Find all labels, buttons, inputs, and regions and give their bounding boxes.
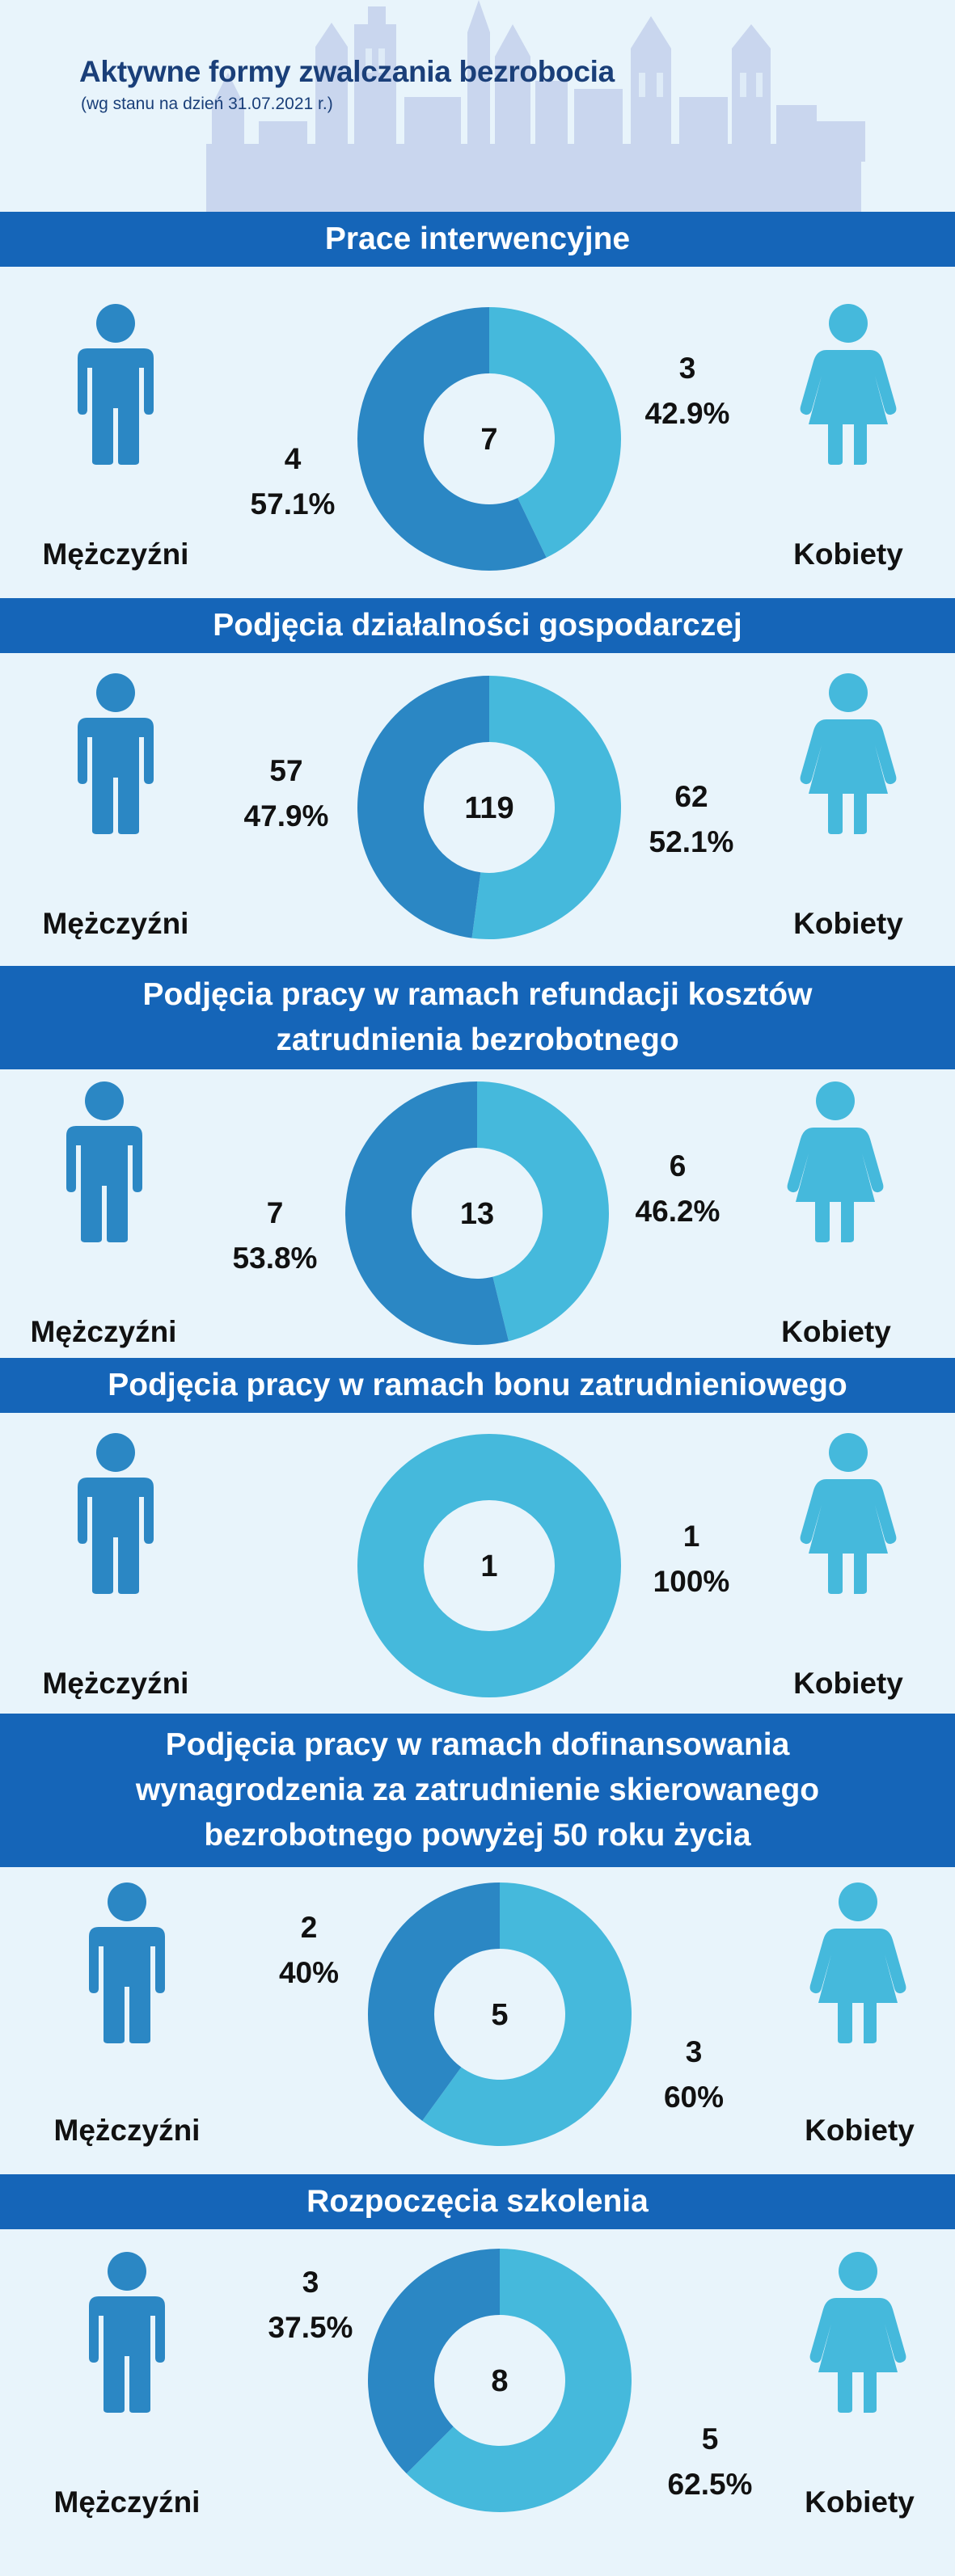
men-percent: 57.1% <box>250 487 336 521</box>
men-label: Mężczyźni <box>53 2114 201 2147</box>
women-percent: 62.5% <box>667 2468 753 2501</box>
woman-icon <box>800 673 897 834</box>
men-slice <box>368 1882 500 2121</box>
section-banner: Podjęcia pracy w ramach refundacji koszt… <box>0 966 955 1069</box>
women-percent: 100% <box>653 1565 730 1598</box>
total-label: 7 <box>480 423 497 457</box>
woman-icon <box>809 2252 906 2413</box>
men-count: 3 <box>302 2266 319 2299</box>
women-count: 5 <box>701 2422 719 2456</box>
section-banner: Podjęcia pracy w ramach dofinansowania w… <box>0 1714 955 1867</box>
section-title: Rozpoczęcia szkolenia <box>306 2184 649 2219</box>
man-icon <box>78 304 154 465</box>
section-title: Podjęcia pracy w ramach refundacji koszt… <box>142 977 813 1057</box>
total-label: 13 <box>460 1197 494 1231</box>
donut-chart: 13 <box>344 1081 609 1345</box>
women-label: Kobiety <box>793 1667 903 1700</box>
woman-icon <box>787 1081 884 1242</box>
total-label: 5 <box>491 1998 508 2032</box>
man-icon <box>89 1882 165 2043</box>
women-percent: 42.9% <box>644 397 730 430</box>
donut-chart: 1 <box>357 1434 621 1697</box>
men-label: Mężczyźni <box>42 538 189 571</box>
women-label: Kobiety <box>805 2114 915 2147</box>
men-count: 7 <box>266 1196 284 1229</box>
men-label: Mężczyźni <box>53 2485 201 2519</box>
women-count: 1 <box>682 1520 700 1553</box>
men-percent: 53.8% <box>232 1242 318 1275</box>
women-slice <box>422 1882 632 2146</box>
section-title: Podjęcia działalności gospodarczej <box>213 608 742 643</box>
men-value: 57 47.9% <box>244 748 329 839</box>
men-value: 4 57.1% <box>251 436 336 527</box>
donut-chart: 119 <box>357 676 622 939</box>
men-slice <box>368 2249 500 2474</box>
man-icon <box>78 1433 154 1594</box>
page-subtitle: (wg stanu na dzień 31.07.2021 r.) <box>81 95 333 113</box>
total-label: 1 <box>480 1549 497 1583</box>
total-label: 8 <box>491 2364 508 2398</box>
donut-chart: 5 <box>368 1882 632 2146</box>
women-slice <box>357 1434 621 1697</box>
women-percent: 46.2% <box>635 1195 720 1228</box>
section-banner: Podjęcia pracy w ramach bonu zatrudnieni… <box>0 1358 955 1413</box>
women-count: 62 <box>674 780 708 813</box>
men-count: 2 <box>300 1911 318 1944</box>
women-slice <box>406 2249 632 2512</box>
women-label: Kobiety <box>781 1315 891 1348</box>
men-label: Mężczyźni <box>42 907 189 940</box>
women-percent: 60% <box>663 2081 725 2114</box>
women-value: 3 60% <box>664 2030 724 2120</box>
women-label: Kobiety <box>805 2485 915 2519</box>
women-count: 6 <box>669 1149 687 1183</box>
men-count: 57 <box>269 754 303 787</box>
woman-icon <box>800 1433 897 1594</box>
women-count: 3 <box>685 2035 703 2068</box>
woman-icon <box>809 1882 906 2043</box>
donut-chart: 8 <box>368 2249 632 2512</box>
man-icon <box>89 2252 165 2413</box>
section-title: Podjęcia pracy w ramach dofinansowania w… <box>135 1727 820 1853</box>
women-slice <box>471 676 622 939</box>
page-title: Aktywne formy zwalczania bezrobocia <box>79 55 615 88</box>
man-icon <box>66 1081 142 1242</box>
men-value: 3 37.5% <box>268 2260 353 2350</box>
women-slice <box>477 1081 609 1342</box>
men-value: 2 40% <box>279 1905 339 1996</box>
man-icon <box>78 673 154 834</box>
header: Aktywne formy zwalczania bezrobocia (wg … <box>0 0 955 212</box>
women-value: 3 42.9% <box>645 346 730 436</box>
men-value: 7 53.8% <box>233 1191 318 1281</box>
women-value: 1 100% <box>653 1514 730 1604</box>
donut-chart: 7 <box>357 307 621 571</box>
men-percent: 47.9% <box>243 799 329 833</box>
men-label: Mężczyźni <box>42 1667 189 1700</box>
women-count: 3 <box>678 352 696 385</box>
women-label: Kobiety <box>793 538 903 571</box>
men-percent: 40% <box>278 1956 340 1989</box>
women-value: 6 46.2% <box>636 1144 720 1234</box>
women-value: 5 62.5% <box>668 2417 753 2507</box>
women-percent: 52.1% <box>649 825 734 858</box>
men-count: 4 <box>284 442 302 475</box>
section-title: Podjęcia pracy w ramach bonu zatrudnieni… <box>108 1368 847 1402</box>
women-label: Kobiety <box>793 907 903 940</box>
section-banner: Prace interwencyjne <box>0 212 955 267</box>
total-label: 119 <box>464 791 513 825</box>
men-label: Mężczyźni <box>30 1315 177 1348</box>
section-banner: Rozpoczęcia szkolenia <box>0 2174 955 2229</box>
men-slice <box>357 676 489 938</box>
city-skyline-illustration <box>206 0 865 212</box>
men-slice <box>357 307 547 571</box>
women-value: 62 52.1% <box>649 774 734 865</box>
section-title: Prace interwencyjne <box>324 221 631 256</box>
woman-icon <box>800 304 897 465</box>
section-banner: Podjęcia działalności gospodarczej <box>0 598 955 653</box>
men-slice <box>344 1081 509 1345</box>
men-percent: 37.5% <box>268 2311 353 2344</box>
women-slice <box>489 307 621 558</box>
